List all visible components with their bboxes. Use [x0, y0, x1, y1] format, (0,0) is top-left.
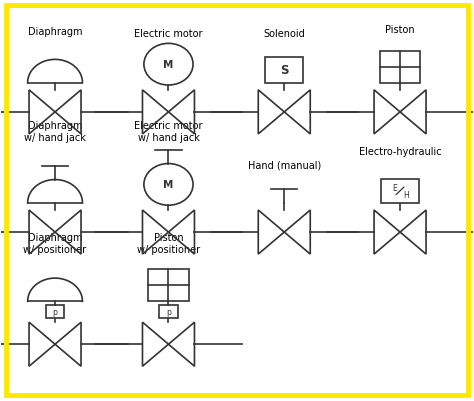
Text: Electro-hydraulic: Electro-hydraulic [359, 147, 441, 156]
Text: Piston
w/ positioner: Piston w/ positioner [137, 232, 200, 255]
Text: M: M [163, 60, 173, 70]
Text: Electric motor
w/ hand jack: Electric motor w/ hand jack [134, 120, 203, 143]
Text: Diaphragm
w/ positioner: Diaphragm w/ positioner [24, 232, 87, 255]
Text: H: H [403, 190, 409, 199]
Text: E: E [392, 184, 397, 193]
Text: p: p [53, 308, 57, 316]
Bar [380, 51, 420, 83]
Bar [46, 306, 64, 318]
Text: Piston: Piston [385, 25, 415, 34]
Text: S: S [280, 64, 289, 77]
Bar [148, 269, 189, 302]
Bar [381, 179, 419, 203]
Bar [159, 306, 178, 318]
Text: Electric motor: Electric motor [134, 29, 203, 38]
Text: Solenoid: Solenoid [264, 29, 305, 38]
Bar [265, 57, 303, 83]
Text: Hand (manual): Hand (manual) [247, 160, 321, 170]
Text: Diaphragm
w/ hand jack: Diaphragm w/ hand jack [24, 120, 86, 143]
Text: Diaphragm: Diaphragm [28, 27, 82, 36]
Text: M: M [163, 180, 173, 190]
Text: p: p [166, 308, 171, 316]
